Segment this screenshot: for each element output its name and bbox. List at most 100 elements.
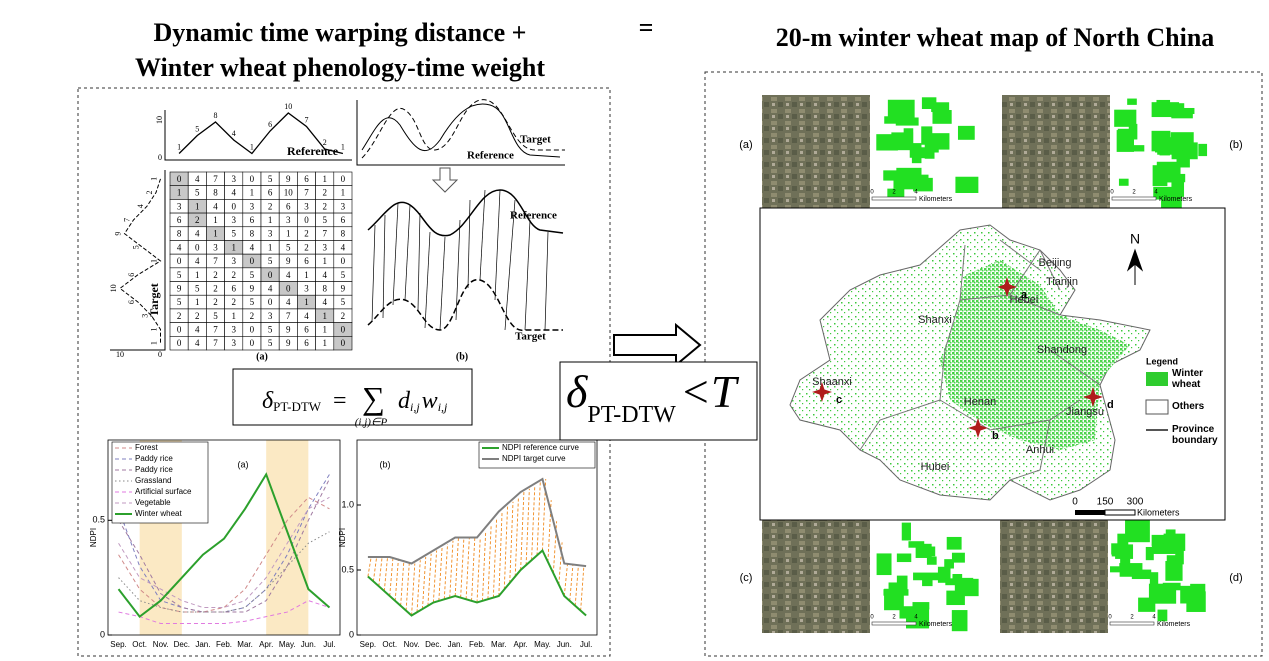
scale-bar <box>1104 509 1136 516</box>
reference-axis-label: 0 <box>158 153 162 162</box>
x-tick-label: Dec. <box>174 640 190 649</box>
target-value: 3 <box>140 314 149 318</box>
matrix-value: 1 <box>304 270 309 280</box>
warp-link <box>454 537 459 597</box>
thumb-scale-unit: Kilometers <box>919 196 953 203</box>
thumb-scale-unit: Kilometers <box>1157 621 1191 628</box>
formula-subscript: PT-DTW <box>273 399 322 414</box>
site-marker <box>812 382 832 402</box>
wheat-patch <box>1161 189 1182 209</box>
x-tick-label: Nov. <box>404 640 420 649</box>
wheat-patch <box>951 552 965 563</box>
reference-label: Reference <box>467 150 514 162</box>
matrix-value: 4 <box>286 270 291 280</box>
thumb-scale-tick: 2 <box>1132 190 1136 196</box>
site-label: a <box>1021 289 1028 301</box>
warp-link <box>525 488 530 566</box>
wheat-patch <box>1198 143 1208 157</box>
panel-label: (b) <box>456 351 468 362</box>
north-arrow <box>1126 248 1144 285</box>
matrix-value: 0 <box>195 242 200 252</box>
matrix-value: 7 <box>213 174 218 184</box>
scale-tick: 150 <box>1097 497 1114 508</box>
reference-sketch <box>361 103 561 158</box>
formula: δPT-DTW = ∑ di,jwi,j <box>262 380 448 416</box>
warp-link <box>378 556 383 587</box>
wheat-patch <box>946 536 962 550</box>
legend-label: Winter wheat <box>135 509 182 518</box>
matrix-value: 2 <box>195 215 200 225</box>
wheat-patch <box>921 97 937 110</box>
matrix-value: 1 <box>322 174 327 184</box>
series-line <box>367 477 587 568</box>
wheat-patch <box>1114 109 1137 127</box>
wheat-patch <box>926 556 937 565</box>
legend-swatch <box>1145 399 1169 415</box>
x-tick-label: Feb. <box>216 640 232 649</box>
scale-unit: Kilometers <box>1137 507 1180 517</box>
warp-axis <box>356 100 565 166</box>
matrix-value: 1 <box>322 256 327 266</box>
wheat-patch <box>955 176 979 193</box>
target-value: 6 <box>127 273 136 277</box>
matrix-value: 0 <box>231 201 236 211</box>
reference-value: 1 <box>177 142 181 151</box>
warp-link <box>503 506 508 590</box>
target-value: 1 <box>149 177 158 181</box>
threshold: δPT-DTW<T <box>566 366 740 428</box>
matrix-value: 1 <box>213 215 218 225</box>
warp-link <box>372 556 378 582</box>
thumb-scale-unit: Kilometers <box>1159 196 1193 203</box>
matrix-value: 4 <box>304 311 309 321</box>
site-marker <box>1083 387 1103 407</box>
formula-box <box>232 368 473 426</box>
province-label: Beijing <box>1038 257 1071 269</box>
warp-link <box>509 501 514 584</box>
wheat-patch <box>884 116 902 124</box>
wheat-patch <box>884 588 904 611</box>
matrix-value: 4 <box>268 283 273 293</box>
satellite-image <box>762 95 870 208</box>
satellite-image <box>1000 520 1108 633</box>
warp-link <box>536 482 541 556</box>
formula-d: d <box>398 388 411 414</box>
x-tick-label: Dec. <box>425 640 441 649</box>
wheat-patch <box>1119 563 1143 571</box>
warp-link <box>404 204 411 301</box>
formula-sum: ∑ <box>362 380 385 416</box>
site-marker <box>968 418 988 438</box>
matrix-value: 3 <box>231 174 236 184</box>
warp-link <box>580 565 585 611</box>
legend-label: Forest <box>135 443 158 452</box>
matrix-value: 3 <box>250 201 255 211</box>
matrix-value: 1 <box>231 242 236 252</box>
matrix-value: 5 <box>286 242 291 252</box>
thumb-label: (b) <box>1229 139 1242 151</box>
matrix-value: 6 <box>231 283 236 293</box>
site-label: b <box>992 430 999 442</box>
x-tick-label: Feb. <box>469 640 485 649</box>
matrix-value: 9 <box>341 283 346 293</box>
thumb-scale-tick: 2 <box>892 615 896 621</box>
wheat-patch <box>952 573 963 583</box>
threshold-operator: <T <box>680 366 740 417</box>
matrix-value: 3 <box>231 325 236 335</box>
matrix-value: 5 <box>195 188 200 198</box>
sites: a b c d <box>812 277 1114 442</box>
wheat-patch <box>913 177 933 192</box>
x-tick-label: Nov. <box>153 640 169 649</box>
warp-link <box>471 537 476 601</box>
target-axis <box>110 170 166 351</box>
right-arrow <box>613 322 702 368</box>
matrix-value: 0 <box>341 174 346 184</box>
warp-link <box>492 517 498 598</box>
wheat-patch <box>1190 583 1206 602</box>
wheat-patch <box>909 147 932 158</box>
matrix-value: 7 <box>213 325 218 335</box>
matrix-value: 5 <box>177 270 182 280</box>
matrix-value: 6 <box>341 215 346 225</box>
province-label: Shanxi <box>918 314 952 326</box>
wheat-patch <box>887 188 905 199</box>
target-value: 4 <box>136 204 145 208</box>
threshold-delta: δ <box>566 366 588 417</box>
